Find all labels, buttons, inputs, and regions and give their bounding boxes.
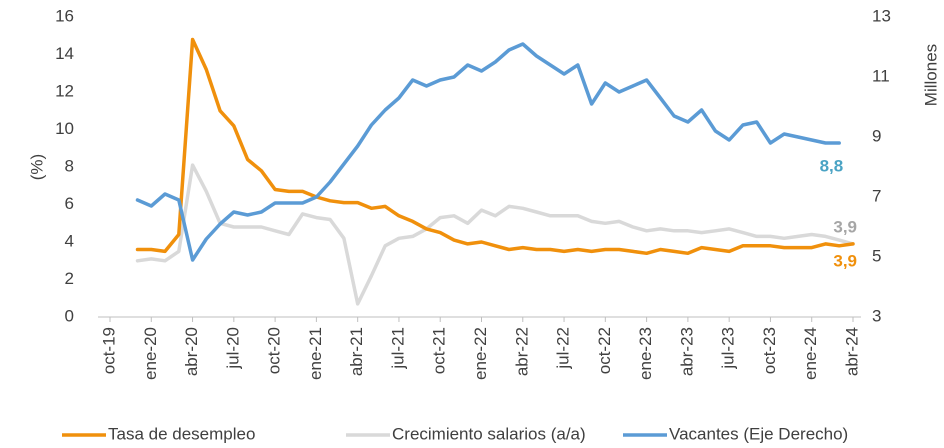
y-tick-label: 8 (65, 156, 74, 175)
x-tick-label: oct-22 (595, 327, 614, 374)
y-tick-label: 6 (65, 194, 74, 213)
x-tick-label: jul-21 (388, 327, 407, 370)
y2-tick-label: 5 (872, 246, 881, 265)
y2-axis-title: Millones (921, 44, 940, 106)
x-tick-label: abr-24 (842, 327, 861, 376)
y-tick-label: 16 (55, 6, 74, 25)
y2-tick-label: 3 (872, 306, 881, 325)
y-tick-label: 14 (55, 44, 74, 63)
legend-label: Crecimiento salarios (a/a) (392, 424, 586, 443)
y2-tick-label: 9 (872, 126, 881, 145)
x-tick-label: jul-23 (719, 327, 738, 370)
y2-tick-label: 7 (872, 186, 881, 205)
data-label: 3,9 (833, 251, 857, 270)
x-tick-label: abr-23 (677, 327, 696, 376)
x-tick-label: jul-20 (223, 327, 242, 370)
y2-tick-label: 11 (872, 66, 890, 85)
x-tick-label: ene-24 (801, 327, 820, 380)
x-tick-label: oct-20 (265, 327, 284, 374)
data-label: 3,9 (833, 217, 857, 236)
series-line (135, 42, 841, 262)
y-tick-label: 10 (55, 119, 74, 138)
legend-label: Vacantes (Eje Derecho) (669, 424, 848, 443)
x-tick-label: oct-21 (430, 327, 449, 374)
series-line (135, 37, 855, 256)
y-tick-label: 0 (65, 306, 74, 325)
y-tick-label: 12 (55, 81, 74, 100)
x-tick-label: jul-22 (554, 327, 573, 370)
x-tick-label: oct-19 (99, 327, 118, 374)
x-tick-label: ene-23 (636, 327, 655, 380)
x-tick-label: abr-21 (347, 327, 366, 376)
y-tick-label: 2 (65, 269, 74, 288)
x-tick-label: oct-23 (760, 327, 779, 374)
y-tick-label: 4 (65, 231, 74, 250)
x-tick-label: ene-20 (141, 327, 160, 380)
series-line (135, 163, 855, 306)
legend-label: Tasa de desempleo (108, 424, 255, 443)
data-label: 8,8 (820, 156, 844, 175)
y-axis-title: (%) (27, 154, 46, 180)
y2-tick-label: 13 (872, 6, 891, 25)
x-tick-label: ene-21 (306, 327, 325, 380)
x-tick-label: ene-22 (471, 327, 490, 380)
x-tick-label: abr-22 (512, 327, 531, 376)
x-tick-label: abr-20 (182, 327, 201, 376)
